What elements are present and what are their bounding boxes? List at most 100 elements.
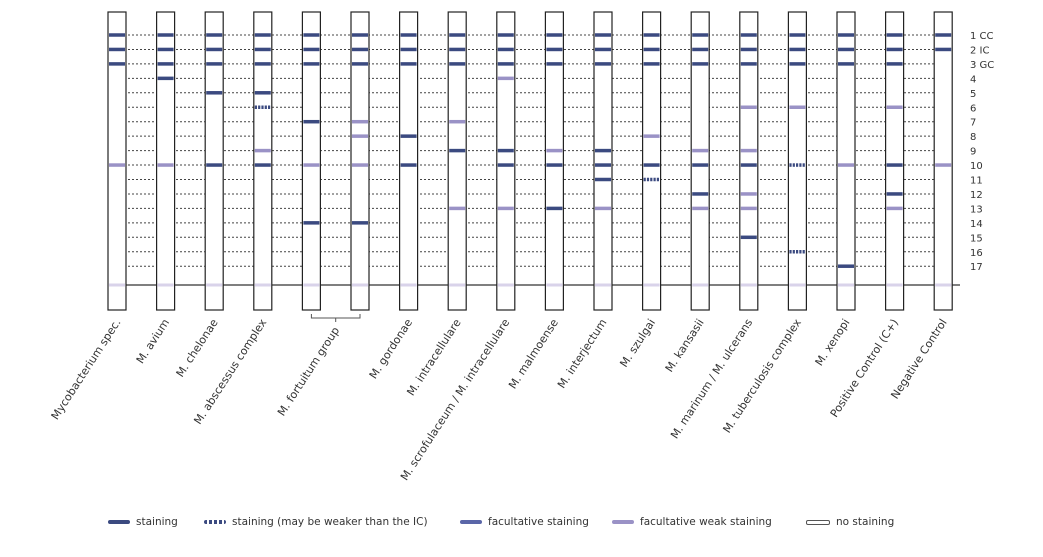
band	[254, 163, 271, 167]
band	[400, 62, 417, 66]
band	[595, 206, 611, 211]
band	[352, 62, 368, 66]
band	[838, 33, 854, 37]
band	[449, 33, 466, 37]
band	[497, 76, 514, 81]
band	[497, 62, 514, 66]
band	[109, 33, 125, 37]
band	[546, 206, 563, 211]
band	[352, 134, 368, 138]
strip-label: M. gordonae	[367, 316, 415, 381]
band	[935, 47, 952, 52]
band	[303, 163, 320, 167]
conjugate-line	[838, 283, 854, 287]
band	[595, 148, 611, 153]
strip-label: M. interjectum	[555, 317, 609, 391]
band	[740, 235, 757, 240]
band	[838, 47, 854, 52]
conjugate-line	[157, 283, 174, 287]
band-dashed-segment	[802, 163, 805, 167]
test-strip	[593, 11, 613, 311]
band	[497, 33, 514, 37]
band	[400, 163, 417, 167]
band	[692, 163, 709, 167]
band	[254, 62, 271, 66]
test-strip	[301, 11, 321, 311]
band	[254, 91, 271, 95]
strip-label: M. szulgai	[617, 317, 658, 370]
position-label: 10	[970, 161, 983, 172]
band	[643, 62, 660, 66]
legend-facultative: facultative staining	[460, 512, 589, 532]
band	[157, 33, 174, 37]
strip-label: Mycobacterium spec.	[49, 317, 124, 423]
band	[303, 47, 320, 52]
band	[400, 47, 417, 52]
position-label: 8	[970, 132, 976, 143]
legend-facultative-label: facultative staining	[488, 516, 589, 528]
test-strip	[107, 11, 127, 311]
band-dashed-segment	[261, 105, 264, 109]
test-strip	[350, 11, 370, 311]
strip-label: M. xenopi	[813, 317, 853, 369]
band-dashed-segment	[799, 163, 802, 167]
band	[838, 62, 854, 66]
band	[449, 62, 466, 66]
band	[692, 62, 709, 66]
band	[206, 33, 223, 37]
conjugate-line	[449, 283, 466, 287]
reference-lines	[108, 34, 960, 286]
band-dashed-segment	[799, 250, 802, 254]
band	[740, 192, 757, 196]
band	[400, 33, 417, 37]
band	[838, 163, 854, 167]
band	[740, 148, 757, 153]
band	[449, 119, 466, 124]
band-dashed-segment	[646, 177, 650, 182]
conjugate-line	[643, 283, 660, 287]
group-label: M. fortuitum group	[275, 325, 342, 419]
band	[789, 33, 806, 37]
band	[206, 163, 223, 167]
position-label: 14	[970, 219, 983, 230]
test-strip	[933, 11, 953, 311]
band	[692, 206, 709, 211]
position-label: 15	[970, 233, 983, 244]
band	[546, 163, 563, 167]
band-dashed-segment	[254, 105, 257, 109]
test-strip	[447, 11, 467, 311]
conjugate-line	[400, 283, 417, 287]
position-label: 7	[970, 118, 976, 129]
test-strip	[544, 11, 565, 311]
band	[643, 134, 660, 138]
test-strips	[107, 11, 953, 311]
band	[254, 148, 271, 153]
conjugate-line	[546, 283, 563, 287]
band	[789, 62, 806, 66]
conjugate-line	[692, 283, 709, 287]
band	[109, 163, 125, 167]
band	[886, 163, 903, 167]
band-dashed-segment	[789, 250, 792, 254]
legend-staining-label: staining	[136, 516, 178, 528]
test-strip	[884, 11, 905, 311]
band	[303, 62, 320, 66]
fortuitum-group-bracket	[310, 314, 361, 322]
band	[740, 163, 757, 167]
band	[157, 47, 174, 52]
band	[595, 33, 611, 37]
band	[595, 62, 611, 66]
band	[886, 62, 903, 66]
legend-staining-weaker-label: staining (may be weaker than the IC)	[232, 516, 428, 528]
strip-label: M. marinum / M. ulcerans	[668, 316, 755, 441]
strip-label: M. avium	[134, 317, 172, 366]
strip-diagram: 1 CC 2 IC 3 GC 4 5 6 7 8 9 10 11 12 13 14 15 16 17 Mycob…	[49, 11, 994, 483]
band	[643, 163, 660, 167]
band	[595, 163, 611, 167]
band	[254, 33, 271, 37]
band	[740, 62, 757, 66]
legend-no-staining: no staining	[806, 512, 894, 532]
test-strip	[156, 11, 176, 311]
band	[886, 105, 903, 109]
band	[692, 33, 709, 37]
